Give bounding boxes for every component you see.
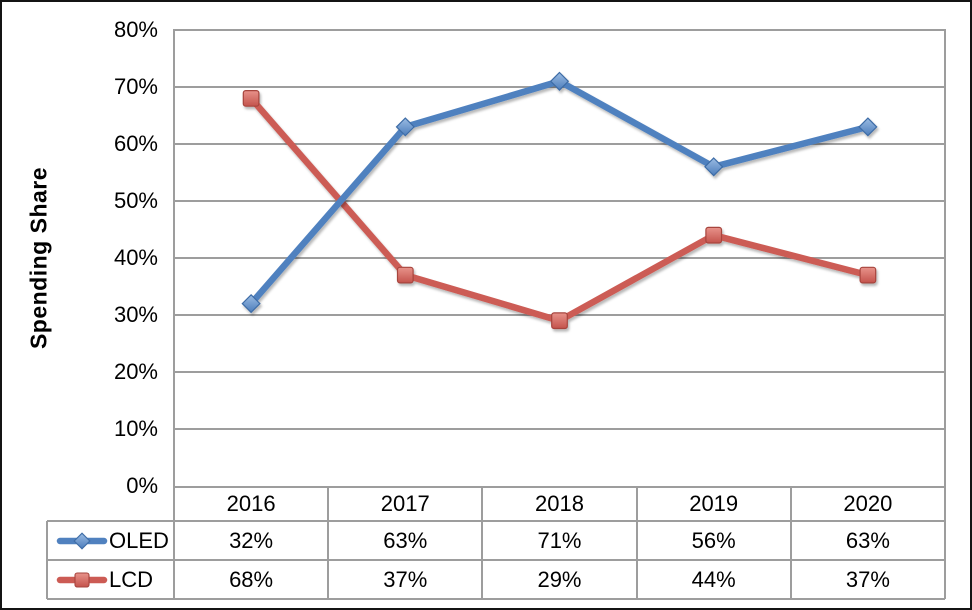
table-row-border [47, 598, 945, 600]
legend-key-oled: OLED [49, 523, 172, 558]
year-header-2019: 2019 [689, 490, 739, 516]
legend-key-lcd: LCD [49, 562, 172, 597]
y-tick-label: 10% [113, 416, 158, 441]
table-col-border [327, 486, 330, 599]
table-col-border [944, 486, 946, 599]
table-row-border [47, 559, 945, 561]
y-tick-label: 0% [126, 473, 158, 498]
table-col-border [173, 486, 175, 599]
table-value-lcd-2018: 29% [537, 566, 582, 592]
year-header-2017: 2017 [380, 490, 430, 516]
gridline [174, 257, 945, 259]
table-col-border [481, 486, 484, 599]
table-col-border [635, 486, 638, 599]
y-tick-label: 20% [113, 359, 158, 384]
table-row-border [47, 520, 945, 522]
legend-label-lcd: LCD [109, 566, 154, 592]
oled-legend-marker-icon [56, 531, 108, 550]
y-tick-label: 40% [113, 245, 158, 270]
table-value-oled-2020: 63% [845, 527, 890, 553]
table-value-lcd-2019: 44% [691, 566, 736, 592]
table-value-lcd-2020: 37% [845, 566, 890, 592]
y-tick-label: 80% [113, 17, 158, 42]
table-value-oled-2019: 56% [691, 527, 736, 553]
y-tick-label: 50% [113, 188, 158, 213]
gridline [174, 371, 945, 373]
table-col-border [46, 521, 48, 599]
table-value-lcd-2016: 68% [229, 566, 274, 592]
y-tick-label: 30% [113, 302, 158, 327]
table-value-oled-2016: 32% [229, 527, 274, 553]
y-tick-label: 70% [113, 74, 158, 99]
lcd-legend-marker-icon [56, 571, 108, 588]
table-value-lcd-2017: 37% [383, 566, 428, 592]
gridline [174, 86, 945, 88]
table-col-border [789, 486, 792, 599]
table-value-oled-2018: 71% [537, 527, 582, 553]
gridline [174, 428, 945, 430]
gridline [174, 314, 945, 316]
gridline [174, 143, 945, 145]
y-tick-label: 60% [113, 131, 158, 156]
year-header-2020: 2020 [843, 490, 893, 516]
table-value-oled-2017: 63% [383, 527, 428, 553]
gridline [174, 200, 945, 202]
year-header-2016: 2016 [226, 490, 276, 516]
legend-label-oled: OLED [109, 527, 169, 553]
year-header-2018: 2018 [535, 490, 584, 516]
